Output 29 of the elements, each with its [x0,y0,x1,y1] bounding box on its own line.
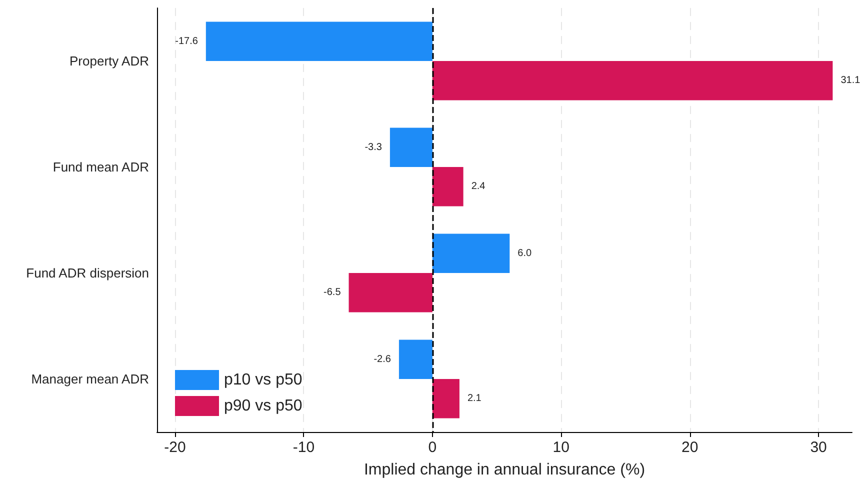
data-label: 2.1 [467,393,482,404]
x-tick-label: 0 [428,439,437,456]
y-tick-label: Manager mean ADR [31,372,149,386]
y-tick-label: Fund mean ADR [52,160,149,174]
legend-label: p90 vs p50 [224,398,302,414]
x-tick-label: 30 [810,439,827,456]
bar [206,22,432,61]
bar [348,273,432,312]
x-tick-label: -20 [164,439,186,456]
data-label: 2.4 [471,181,486,192]
data-label: 31.1 [840,75,861,86]
bar [432,167,464,206]
bar [432,379,460,418]
y-tick-label: Fund ADR dispersion [26,266,149,280]
bar [432,61,833,100]
bar [432,234,510,273]
bar [398,340,432,379]
data-label: -6.5 [324,287,342,298]
data-label: -3.3 [364,142,382,153]
x-tick-label: 20 [681,439,698,456]
data-label: -17.6 [175,36,198,47]
x-tick-label: 10 [552,439,570,456]
data-label: -2.6 [374,354,392,365]
bar [390,128,432,167]
legend-label: p10 vs p50 [224,372,302,388]
data-label: 6.0 [518,248,532,259]
y-tick-label: Property ADR [70,54,149,68]
x-axis-title: Implied change in annual insurance (%) [364,462,646,478]
x-tick-label: -10 [292,439,315,456]
